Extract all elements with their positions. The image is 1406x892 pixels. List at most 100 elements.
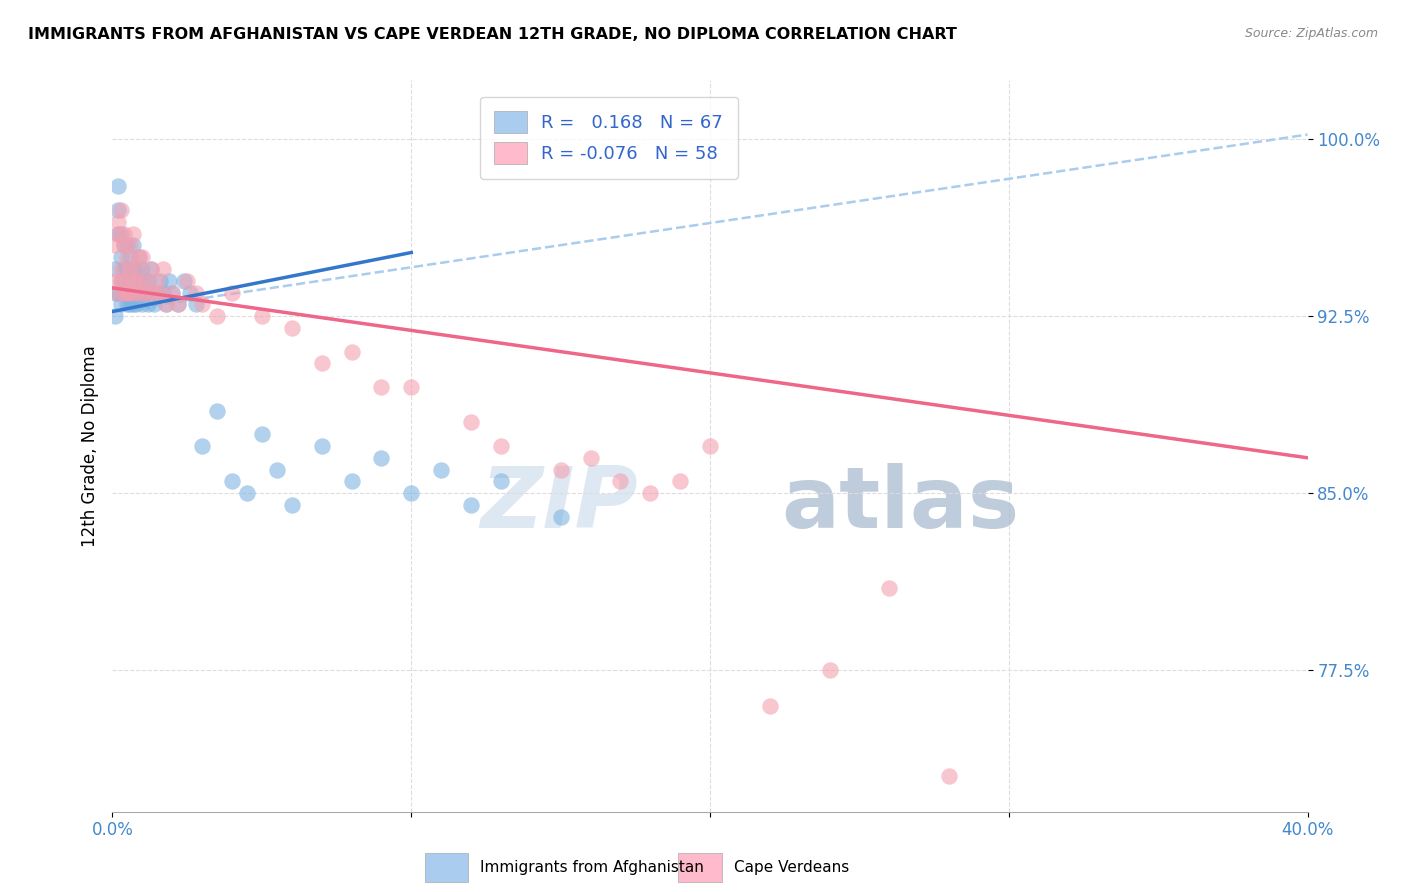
Point xyxy=(125,262,148,277)
Point xyxy=(110,227,132,241)
Point xyxy=(138,297,160,311)
Point xyxy=(152,285,174,300)
Point xyxy=(120,262,142,277)
Point xyxy=(107,202,129,217)
Point xyxy=(311,356,333,370)
Point xyxy=(179,285,201,300)
Point xyxy=(110,274,132,288)
Point xyxy=(117,297,139,311)
Point xyxy=(122,227,145,241)
Point xyxy=(128,285,150,300)
Point xyxy=(311,439,333,453)
Point xyxy=(120,250,142,264)
Point xyxy=(141,262,163,277)
Point xyxy=(281,321,304,335)
Point xyxy=(104,238,127,252)
Point xyxy=(460,498,482,512)
Point xyxy=(122,285,145,300)
Point xyxy=(146,285,169,300)
Point xyxy=(131,285,153,300)
Point xyxy=(138,274,160,288)
Point xyxy=(818,663,841,677)
Point xyxy=(699,439,721,453)
Point xyxy=(281,498,304,512)
Point xyxy=(489,475,512,489)
Point xyxy=(120,274,142,288)
Point xyxy=(107,227,129,241)
Point xyxy=(110,262,132,277)
Point xyxy=(146,274,169,288)
Point xyxy=(550,462,572,476)
Point xyxy=(401,486,423,500)
Point xyxy=(879,581,901,595)
Point xyxy=(117,274,139,288)
Point xyxy=(340,475,363,489)
Point xyxy=(114,262,135,277)
Point xyxy=(173,274,195,288)
Point xyxy=(143,297,166,311)
Point xyxy=(221,475,243,489)
Point xyxy=(131,262,153,277)
Point xyxy=(120,238,142,252)
Point xyxy=(110,202,132,217)
Point xyxy=(125,297,148,311)
Text: IMMIGRANTS FROM AFGHANISTAN VS CAPE VERDEAN 12TH GRADE, NO DIPLOMA CORRELATION C: IMMIGRANTS FROM AFGHANISTAN VS CAPE VERD… xyxy=(28,27,957,42)
Point xyxy=(162,285,183,300)
Point xyxy=(579,450,602,465)
Point xyxy=(250,427,273,442)
Text: atlas: atlas xyxy=(782,463,1019,546)
Text: Source: ZipAtlas.com: Source: ZipAtlas.com xyxy=(1244,27,1378,40)
Point xyxy=(107,215,129,229)
Point xyxy=(122,274,145,288)
Point xyxy=(460,416,482,430)
Point xyxy=(266,462,288,476)
Point xyxy=(938,769,960,783)
Point xyxy=(221,285,243,300)
Bar xyxy=(678,854,721,881)
Point xyxy=(117,250,139,264)
Point xyxy=(125,262,148,277)
Point xyxy=(370,450,392,465)
Point xyxy=(117,285,139,300)
Point xyxy=(167,297,190,311)
Point xyxy=(157,274,180,288)
Point xyxy=(191,297,214,311)
Point xyxy=(186,297,208,311)
Point xyxy=(114,285,135,300)
Point xyxy=(152,262,174,277)
Y-axis label: 12th Grade, No Diploma: 12th Grade, No Diploma xyxy=(80,345,98,547)
Point xyxy=(141,285,163,300)
Point xyxy=(114,227,135,241)
Point xyxy=(122,238,145,252)
Point xyxy=(128,274,150,288)
Point xyxy=(489,439,512,453)
Point xyxy=(186,285,208,300)
Text: Immigrants from Afghanistan: Immigrants from Afghanistan xyxy=(481,860,704,875)
Point xyxy=(143,285,166,300)
Point xyxy=(155,297,177,311)
Point xyxy=(107,227,129,241)
Point xyxy=(134,274,156,288)
Point xyxy=(149,274,172,288)
Point xyxy=(107,285,129,300)
Point xyxy=(205,403,228,417)
Point xyxy=(250,310,273,324)
Point xyxy=(128,250,150,264)
Point xyxy=(107,179,129,194)
Point xyxy=(134,285,156,300)
Point xyxy=(236,486,259,500)
Point xyxy=(340,344,363,359)
Point xyxy=(430,462,453,476)
Point xyxy=(162,285,183,300)
Point xyxy=(609,475,631,489)
Point xyxy=(117,285,139,300)
Point xyxy=(114,238,135,252)
Point xyxy=(550,509,572,524)
Point xyxy=(370,380,392,394)
Point xyxy=(120,297,142,311)
Point xyxy=(114,238,135,252)
Point xyxy=(114,285,135,300)
Point xyxy=(107,285,129,300)
Text: Cape Verdeans: Cape Verdeans xyxy=(734,860,849,875)
Bar xyxy=(425,854,468,881)
